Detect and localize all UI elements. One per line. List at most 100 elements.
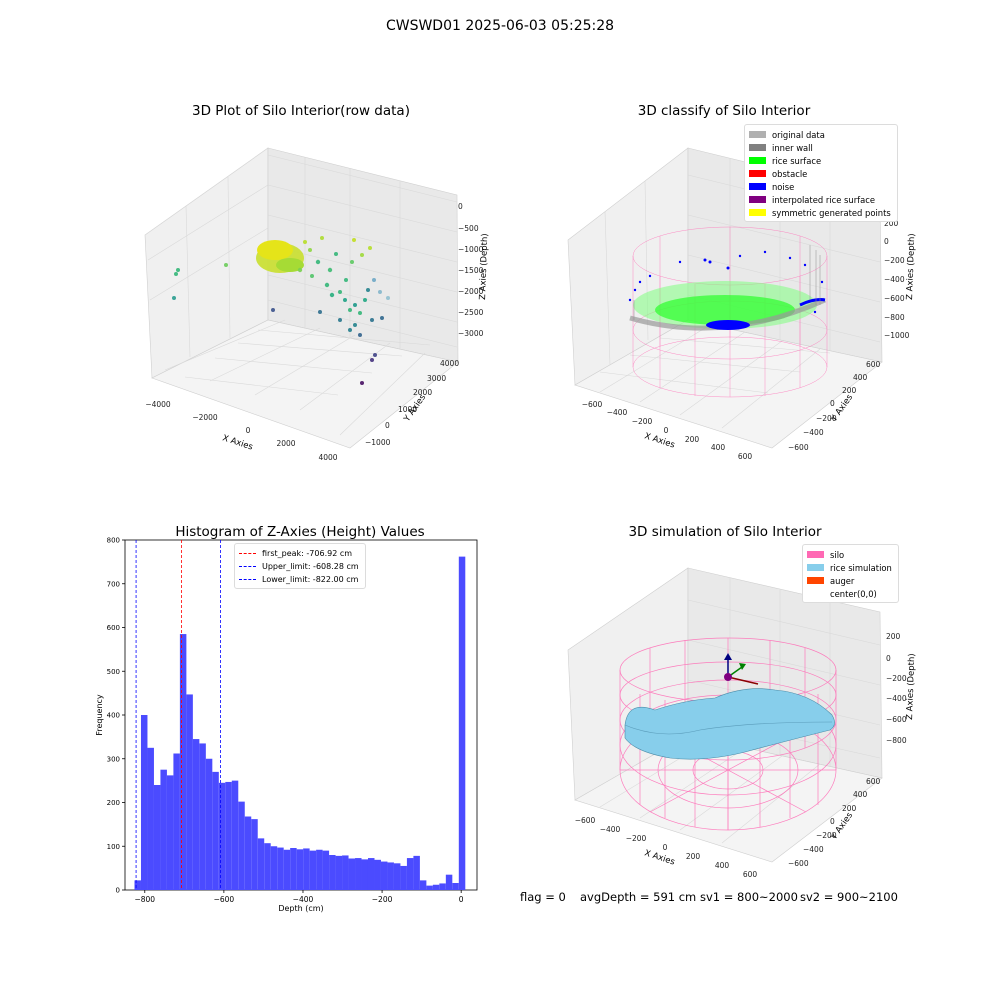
histogram-bar — [199, 743, 206, 890]
histogram-bar — [212, 771, 219, 890]
histogram-bar — [277, 847, 284, 890]
p1-ytick: 1000 — [398, 405, 417, 414]
legend-label: Lower_limit: -822.00 cm — [262, 575, 359, 584]
p4-ytick: −600 — [788, 859, 809, 868]
y-tick-label: 500 — [107, 668, 120, 676]
legend-item: Upper_limit: -608.28 cm — [239, 560, 359, 573]
x-tick-label: −200 — [372, 895, 393, 904]
legend-swatch — [749, 144, 766, 151]
histogram-bar — [335, 855, 343, 890]
p1-ytick: 0 — [385, 421, 390, 430]
p4-xtick: −600 — [575, 816, 596, 825]
p2-ztick: 0 — [884, 237, 889, 246]
y-tick-label: 600 — [107, 624, 120, 632]
histogram-bar — [134, 880, 141, 890]
p2-ytick: 0 — [830, 399, 835, 408]
footer-sv2: sv2 = 900~2100 — [800, 890, 898, 904]
p4-ztick: −600 — [886, 715, 907, 724]
panel4-title: 3D simulation of Silo Interior — [628, 524, 822, 540]
histogram-bar — [400, 865, 407, 890]
histogram-legend: first_peak: -706.92 cm Upper_limit: -608… — [234, 543, 366, 589]
histogram-bar — [355, 858, 362, 890]
legend-label: silo — [830, 549, 845, 560]
histogram-bar — [445, 874, 453, 890]
legend-label: center(0,0) — [830, 588, 877, 599]
histogram-bar — [218, 782, 226, 890]
legend-label: auger — [830, 575, 855, 586]
p2-xtick: 400 — [711, 443, 726, 452]
legend-label: interpolated rice surface — [772, 194, 875, 205]
p2-ztick: 200 — [884, 219, 899, 228]
x-tick-label: 0 — [459, 895, 464, 904]
histogram-bar — [361, 859, 368, 890]
legend-label: rice simulation — [830, 562, 892, 573]
histogram-bar — [413, 855, 420, 890]
y-tick-label: 300 — [107, 755, 120, 763]
legend-item: Lower_limit: -822.00 cm — [239, 573, 359, 586]
p2-ytick: 200 — [842, 386, 857, 395]
p1-xtick: −4000 — [145, 400, 171, 409]
histogram-bar — [387, 862, 394, 890]
classified-points — [628, 245, 827, 331]
legend-item: noise — [749, 180, 891, 193]
histogram-bar — [432, 884, 440, 890]
p2-ytick: −400 — [803, 428, 824, 437]
histogram-bar — [419, 880, 427, 890]
panel2-title: 3D classify of Silo Interior — [637, 103, 811, 119]
histogram-ylabel: Frequency — [95, 694, 104, 736]
p2-ztick: −600 — [884, 294, 905, 303]
histogram-bar — [309, 850, 317, 890]
p2-ytick: −200 — [816, 414, 837, 423]
histogram-bar — [179, 634, 187, 890]
panel3-title: Histogram of Z-Axies (Height) Values — [175, 524, 425, 540]
histogram-bar — [342, 855, 349, 890]
p4-xtick: 200 — [686, 852, 701, 861]
histogram-bar — [147, 747, 154, 890]
p2-ytick: 400 — [853, 373, 868, 382]
footer-flag: flag = 0 — [520, 890, 566, 904]
x-tick-label: −800 — [134, 895, 155, 904]
histogram-bar — [458, 556, 466, 890]
p4-ytick: −200 — [816, 831, 837, 840]
legend-item: auger — [807, 574, 892, 587]
legend-label: original data — [772, 129, 825, 140]
legend-label: symmetric generated points — [772, 207, 891, 218]
x-tick-label: −400 — [293, 895, 314, 904]
rice-simulation-surface — [624, 688, 835, 760]
p1-ytick: 2000 — [413, 388, 432, 397]
histogram-bar — [225, 781, 232, 890]
panel1-title: 3D Plot of Silo Interior(row data) — [192, 103, 410, 119]
histogram-bar — [452, 883, 459, 890]
histogram-chart: −800 −600 −400 −200 0 0 100 200 300 400 500 600 700… — [95, 537, 478, 913]
p2-xlabel: X Axies — [643, 431, 676, 450]
panel2-legend: original data inner wall rice surface ob… — [744, 124, 898, 222]
p1-ztick: −500 — [458, 224, 479, 233]
histogram-bar — [251, 819, 258, 890]
footer-avg-depth: avgDepth = 591 cm — [580, 890, 697, 904]
histogram-bar — [153, 785, 161, 890]
p2-ytick: −600 — [788, 443, 809, 452]
legend-swatch — [749, 131, 766, 138]
legend-swatch — [749, 196, 766, 203]
histogram-bar — [316, 849, 323, 890]
legend-item: rice surface — [749, 154, 891, 167]
p4-ytick: 200 — [842, 804, 857, 813]
legend-item: inner wall — [749, 141, 891, 154]
legend-swatch — [807, 564, 824, 571]
histogram-bar — [205, 758, 213, 890]
legend-item: silo — [807, 548, 892, 561]
y-tick-label: 200 — [107, 799, 120, 807]
legend-item: original data — [749, 128, 891, 141]
p1-ztick: −1500 — [458, 266, 484, 275]
p4-ytick: −400 — [803, 845, 824, 854]
footer-sv1: sv1 = 800~2000 — [700, 890, 798, 904]
legend-item: obstacle — [749, 167, 891, 180]
histogram-bar — [348, 858, 356, 890]
legend-swatch — [749, 170, 766, 177]
legend-item: center(0,0) — [807, 587, 892, 600]
histogram-bar — [283, 849, 291, 890]
legend-label: obstacle — [772, 168, 808, 179]
legend-label: rice surface — [772, 155, 822, 166]
p1-ztick: −2500 — [458, 308, 484, 317]
p4-xtick: 400 — [715, 861, 730, 870]
